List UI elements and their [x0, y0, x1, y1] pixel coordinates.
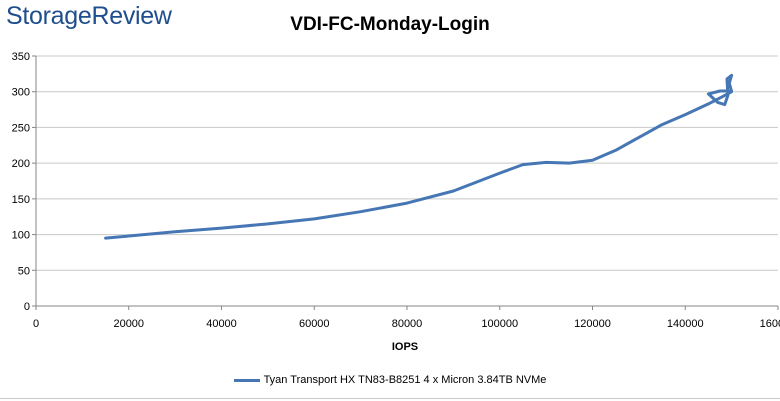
legend-swatch — [233, 378, 260, 382]
axes — [32, 55, 779, 310]
x-tick-label: 100000 — [481, 318, 518, 330]
gridlines — [36, 55, 778, 271]
y-tick-label: 0 — [24, 301, 30, 313]
series-line — [104, 73, 734, 240]
x-tick-label: 120000 — [574, 318, 611, 330]
x-axis-label: IOPS — [392, 341, 418, 353]
x-tick-label: 0 — [33, 318, 39, 330]
series-lines — [104, 73, 734, 240]
x-tick-label: 20000 — [113, 318, 144, 330]
bottom-divider — [0, 398, 780, 399]
tick-labels: 0 50 100 150 200 250 300 350 0 20000 40000 60000 800… — [12, 51, 780, 330]
x-tick-label: 40000 — [206, 318, 237, 330]
chart-title: VDI-FC-Monday-Login — [290, 14, 490, 35]
y-tick-label: 150 — [12, 194, 30, 206]
y-tick-label: 50 — [18, 265, 30, 277]
x-tick-label: 160000 — [760, 318, 780, 330]
y-tick-label: 250 — [12, 122, 30, 134]
storagereview-logo: StorageReview — [6, 2, 172, 30]
x-tick-label: 60000 — [299, 318, 330, 330]
y-tick-label: 300 — [12, 87, 30, 99]
chart-legend: Tyan Transport HX TN83-B8251 4 x Micron … — [0, 374, 780, 386]
x-tick-label: 140000 — [667, 318, 704, 330]
x-tick-label: 80000 — [392, 318, 423, 330]
y-tick-label: 350 — [12, 51, 30, 63]
y-tick-label: 100 — [12, 230, 30, 242]
y-tick-label: 200 — [12, 158, 30, 170]
legend-label: Tyan Transport HX TN83-B8251 4 x Micron … — [263, 374, 547, 386]
